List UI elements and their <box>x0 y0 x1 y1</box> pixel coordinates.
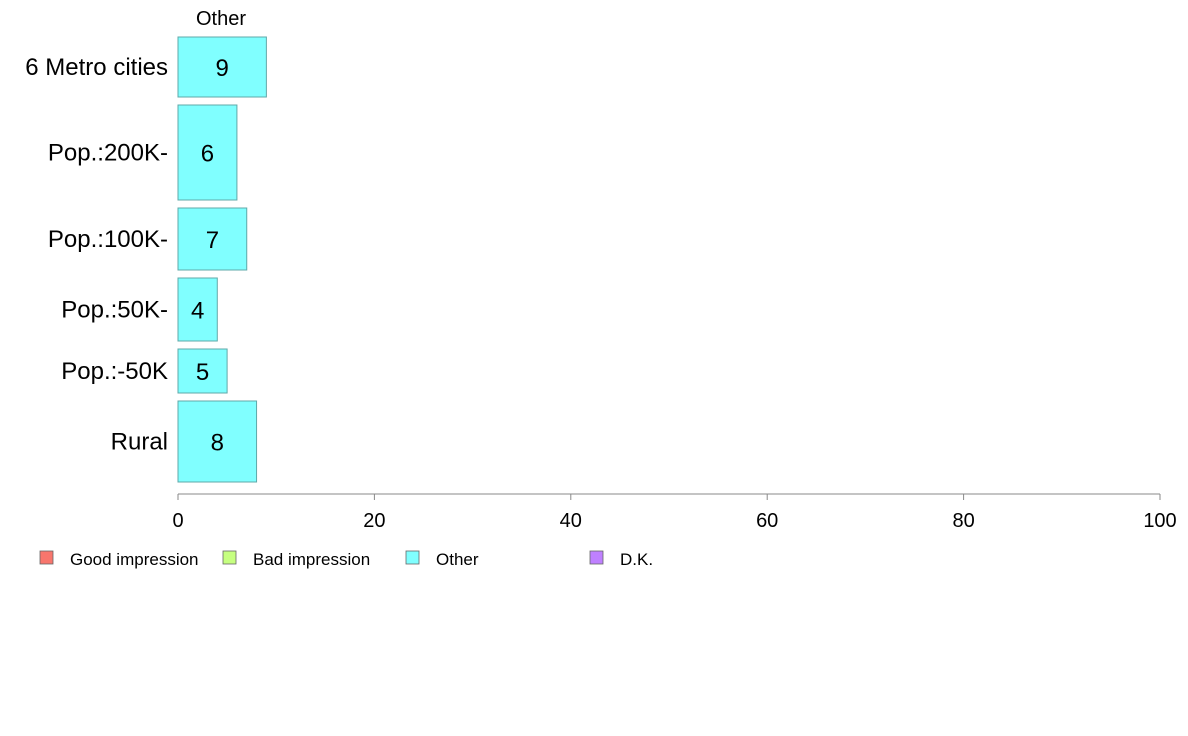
x-tick-label: 0 <box>172 510 183 532</box>
legend-swatch <box>39 550 54 565</box>
bar <box>177 277 218 342</box>
bar-value-label: 6 <box>201 141 214 168</box>
x-tick-label: 40 <box>560 510 582 532</box>
bar <box>177 207 248 271</box>
legend-label: Other <box>436 550 479 569</box>
legend-swatch <box>405 550 420 565</box>
bar-value-label: 7 <box>206 227 219 254</box>
legend-label: D.K. <box>620 550 653 569</box>
x-axis: 0 20 40 60 80 100 <box>172 493 1177 532</box>
legend-item: Bad impression <box>222 550 370 569</box>
category-label: Pop.:100K- <box>48 226 168 253</box>
x-tick-label: 20 <box>363 510 385 532</box>
x-tick-label: 100 <box>1143 510 1176 532</box>
x-tick-label: 80 <box>952 510 974 532</box>
legend-item: Other <box>405 550 479 569</box>
bar <box>177 348 228 394</box>
bar-value-label: 4 <box>191 298 204 325</box>
panel-title: Other <box>196 8 246 30</box>
legend: Good impression Bad impression Other D.K. <box>39 550 653 569</box>
legend-item: Good impression <box>39 550 199 569</box>
category-label: Rural <box>111 429 168 456</box>
legend-swatch <box>589 550 604 565</box>
category-label: Pop.:200K- <box>48 140 168 167</box>
category-label: 6 Metro cities <box>25 54 168 81</box>
bars-group: 6 Metro cities 9 Pop.:200K- 6 Pop.:100K- 7 Pop… <box>25 36 267 483</box>
bar-value-label: 5 <box>196 359 209 386</box>
bar <box>177 36 267 98</box>
bar-value-label: 9 <box>216 55 229 82</box>
bar <box>177 104 238 201</box>
x-tick-label: 60 <box>756 510 778 532</box>
legend-item: D.K. <box>589 550 653 569</box>
category-label: Pop.:-50K <box>61 358 168 385</box>
legend-label: Good impression <box>70 550 199 569</box>
legend-swatch <box>222 550 237 565</box>
category-label: Pop.:50K- <box>61 297 168 324</box>
bar-value-label: 8 <box>211 430 224 457</box>
legend-label: Bad impression <box>253 550 370 569</box>
bar <box>177 400 258 483</box>
